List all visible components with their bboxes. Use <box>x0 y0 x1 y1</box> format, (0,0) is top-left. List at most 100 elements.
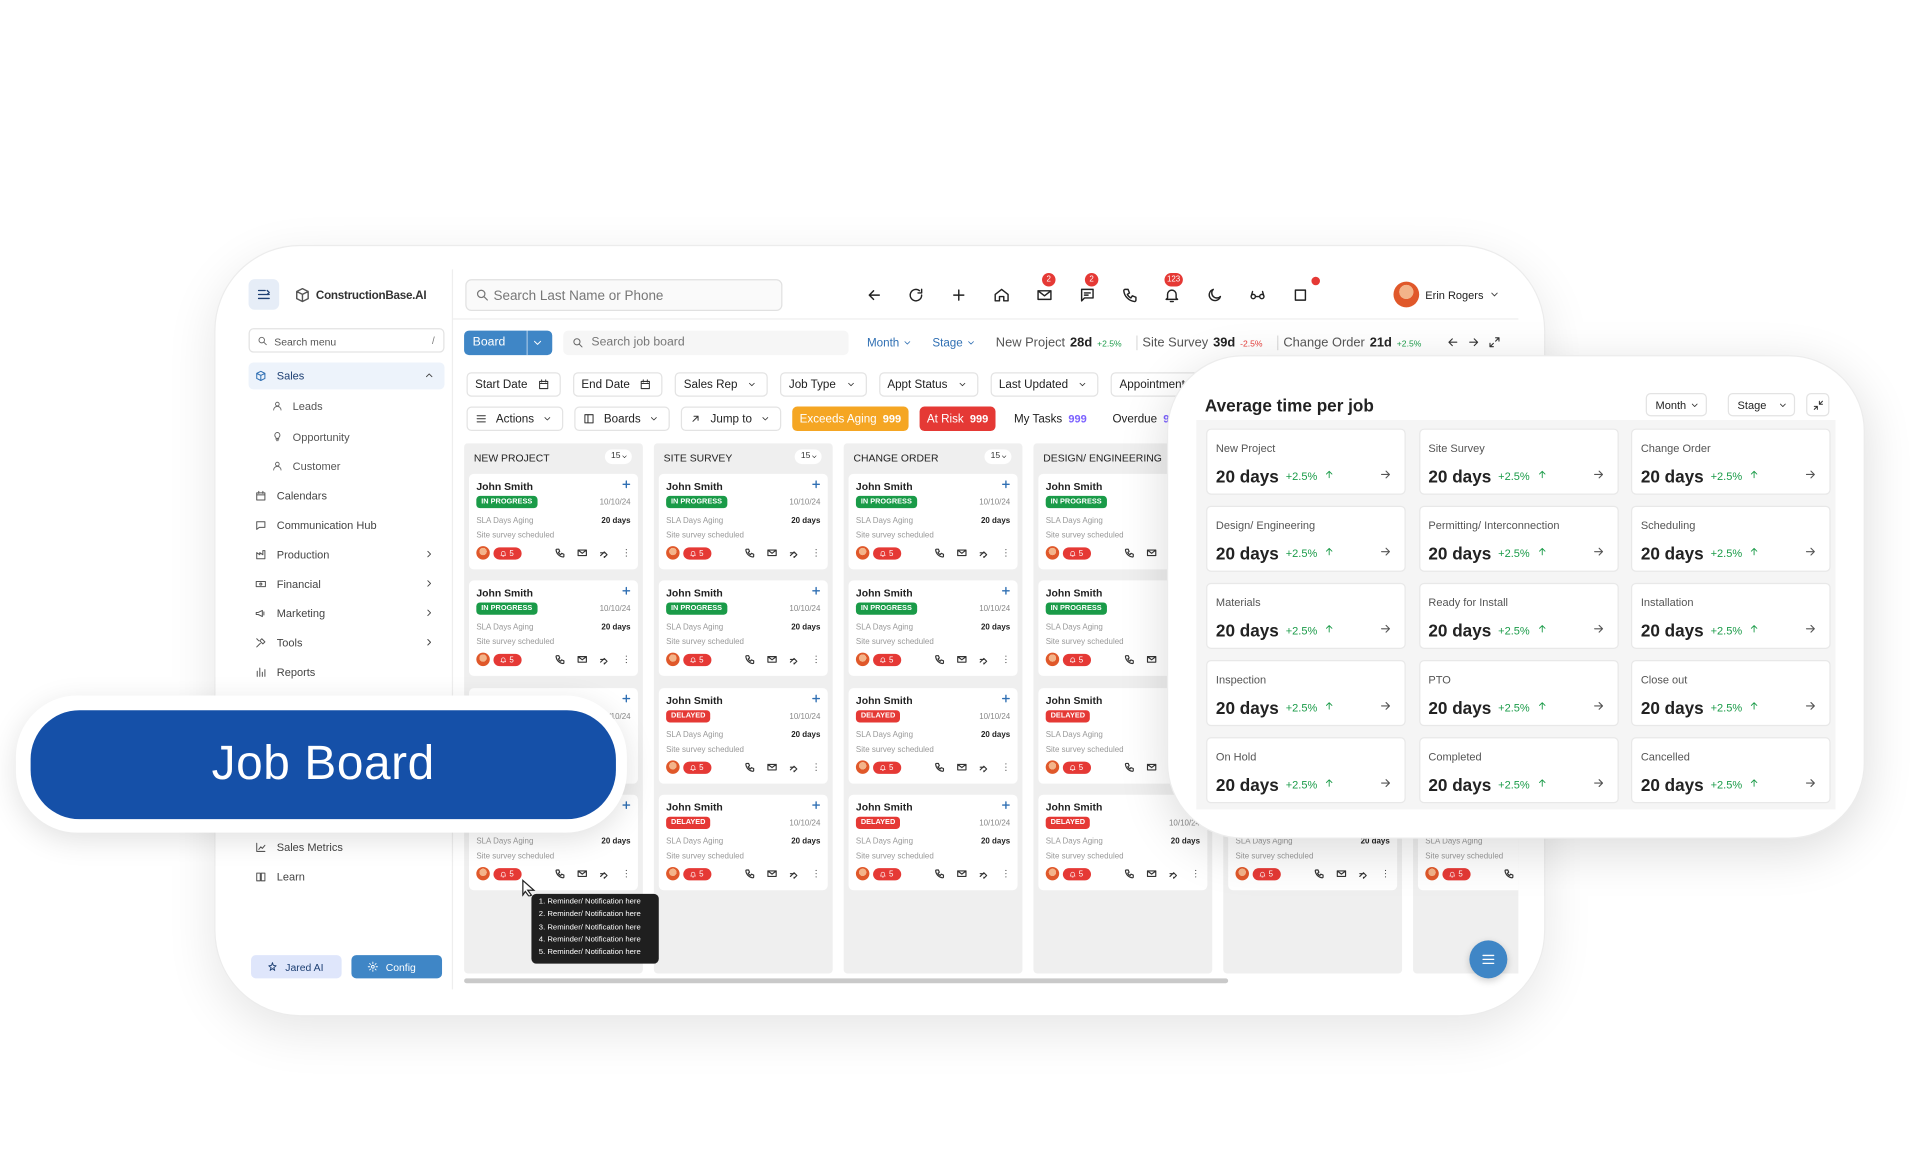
filter-button[interactable]: Job Type <box>780 372 867 397</box>
metric-tile[interactable]: PTO 20 days +2.5% <box>1418 660 1619 727</box>
metric-tile[interactable]: Inspection 20 days +2.5% <box>1206 660 1406 727</box>
sidebar-button[interactable]: Config <box>351 955 443 979</box>
status-dot <box>1311 276 1321 286</box>
submenu-item[interactable]: Leads <box>267 396 438 418</box>
filter-chip[interactable]: My Tasks 999 <box>1006 406 1095 432</box>
menu-toggle[interactable] <box>248 279 280 310</box>
header-button[interactable]: 2 <box>1032 273 1056 307</box>
filter-button[interactable]: Sales Rep <box>675 372 769 397</box>
column-count[interactable]: 15 <box>794 449 822 465</box>
filter-chip[interactable]: Exceeds Aging 999 <box>792 406 909 432</box>
header-button[interactable]: 2 <box>1075 273 1099 307</box>
fab-button[interactable] <box>1469 940 1508 979</box>
sidebar-search[interactable]: Search menu / <box>248 328 445 353</box>
job-card[interactable]: John Smith IN PROGRESS 10/10/24 SLA Days Ag… <box>848 473 1018 570</box>
metric-tile[interactable]: Scheduling 20 days +2.5% <box>1631 505 1831 572</box>
collapse-button[interactable] <box>1806 393 1830 417</box>
metric-tile[interactable]: Materials 20 days +2.5% <box>1206 582 1406 649</box>
alert-pill[interactable]: 5 <box>873 547 902 560</box>
job-card[interactable]: John Smith DELAYED 10/10/24 SLA Days Aging 2… <box>848 794 1018 891</box>
user-menu[interactable]: Erin Rogers <box>1393 281 1506 309</box>
header-button[interactable] <box>1245 283 1269 307</box>
metrics-filter[interactable]: Month <box>1645 393 1707 417</box>
metric-tile[interactable]: Site Survey 20 days +2.5% <box>1418 428 1619 495</box>
filter-button[interactable]: Start Date <box>466 372 561 397</box>
job-card[interactable]: John Smith IN PROGRESS 10/10/24 SLA Days Ag… <box>848 580 1018 676</box>
metric-value: 20 days <box>1640 775 1704 795</box>
header-button[interactable] <box>1118 283 1142 307</box>
job-card[interactable]: John Smith DELAYED 10/10/24 SLA Days Aging 2… <box>848 688 1018 784</box>
metric-tile[interactable]: Permitting/ Interconnection 20 days +2.5% <box>1418 505 1619 572</box>
header-button[interactable] <box>947 283 971 307</box>
menu-item[interactable]: Learn <box>249 863 445 890</box>
job-card[interactable]: John Smith IN PROGRESS 10/10/24 SLA Days Ag… <box>658 580 828 676</box>
menu-item[interactable]: Sales Metrics <box>249 834 445 861</box>
global-search[interactable]: Search Last Name or Phone <box>465 279 783 312</box>
menu-item[interactable]: Communication Hub <box>249 512 445 539</box>
board-search[interactable]: Search job board <box>563 330 849 356</box>
metric-tile[interactable]: Installation 20 days +2.5% <box>1631 582 1831 649</box>
filter-button[interactable]: End Date <box>572 372 663 397</box>
alert-pill[interactable]: 5 <box>1062 761 1092 774</box>
header-button[interactable] <box>862 283 886 307</box>
metric-tile[interactable]: Close out 20 days +2.5% <box>1631 660 1831 727</box>
header-button[interactable]: 123 <box>1160 273 1184 307</box>
column-count[interactable]: 15 <box>984 449 1012 465</box>
menu-item[interactable]: Calendars <box>249 482 445 509</box>
stage-stat: New Project 28d +2.5% <box>991 336 1127 351</box>
header-button[interactable] <box>989 283 1013 307</box>
job-card[interactable]: John Smith DELAYED 10/10/24 SLA Days Aging 2… <box>658 688 828 784</box>
job-card[interactable]: John Smith DELAYED 10/10/24 SLA Days Aging 2… <box>658 794 828 891</box>
menu-item[interactable]: Marketing <box>249 600 445 627</box>
alert-pill[interactable]: 5 <box>493 653 522 667</box>
menu-item[interactable]: Reports <box>249 659 445 686</box>
metric-tile[interactable]: Cancelled 20 days +2.5% <box>1631 737 1831 804</box>
metric-tile[interactable]: Ready for Install 20 days +2.5% <box>1418 582 1619 649</box>
submenu-item[interactable]: Customer <box>267 456 438 478</box>
metrics-filter[interactable]: Stage <box>1727 393 1796 417</box>
job-card[interactable]: John Smith IN PROGRESS 10/10/24 SLA Days Ag… <box>658 473 828 570</box>
alert-pill[interactable]: 5 <box>493 868 522 881</box>
sidebar-button[interactable]: Jared AI <box>251 955 342 979</box>
alert-pill[interactable]: 5 <box>683 761 712 774</box>
alert-pill[interactable]: 5 <box>873 653 902 667</box>
job-card[interactable]: John Smith IN PROGRESS 10/10/24 SLA Days Ag… <box>468 580 638 676</box>
alert-pill[interactable]: 5 <box>1442 868 1471 881</box>
alert-pill[interactable]: 5 <box>1062 653 1092 667</box>
metric-tile[interactable]: Completed 20 days +2.5% <box>1418 737 1619 804</box>
metric-tile[interactable]: Design/ Engineering 20 days +2.5% <box>1206 505 1406 572</box>
alert-pill[interactable]: 5 <box>683 653 712 667</box>
alert-pill[interactable]: 5 <box>1252 868 1281 881</box>
dropdown[interactable]: Month <box>862 331 918 355</box>
menu-item[interactable]: Financial <box>249 571 445 598</box>
job-card[interactable]: John Smith IN PROGRESS 10/10/24 SLA Days Ag… <box>468 473 638 570</box>
filter-chip[interactable]: At Risk 999 <box>919 406 996 432</box>
header-button[interactable] <box>1288 283 1312 307</box>
action-button[interactable]: Boards <box>574 406 671 432</box>
metric-tile[interactable]: New Project 20 days +2.5% <box>1206 428 1406 495</box>
alert-pill[interactable]: 5 <box>493 547 522 560</box>
column-count[interactable]: 15 <box>604 449 632 465</box>
alert-pill[interactable]: 5 <box>873 761 902 774</box>
job-card[interactable]: John Smith DELAYED 10/10/24 SLA Days Aging 2… <box>1038 794 1208 891</box>
menu-item[interactable]: Sales <box>248 362 445 390</box>
action-button[interactable]: Actions <box>466 406 564 432</box>
alert-pill[interactable]: 5 <box>1062 868 1092 881</box>
alert-pill[interactable]: 5 <box>683 547 712 560</box>
menu-item[interactable]: Production <box>249 541 445 568</box>
action-button[interactable]: Jump to <box>681 406 782 432</box>
alert-pill[interactable]: 5 <box>873 868 902 881</box>
view-select[interactable]: Board <box>464 330 553 356</box>
header-button[interactable] <box>904 283 928 307</box>
filter-button[interactable]: Last Updated <box>990 372 1099 397</box>
menu-item[interactable]: Tools <box>249 629 445 656</box>
alert-pill[interactable]: 5 <box>683 868 712 881</box>
header-button[interactable] <box>1202 283 1226 307</box>
submenu-item[interactable]: Opportunity <box>267 426 438 448</box>
filter-button[interactable]: Appt Status <box>878 372 979 397</box>
icon-plus <box>622 694 631 703</box>
alert-pill[interactable]: 5 <box>1062 547 1092 560</box>
metric-tile[interactable]: On Hold 20 days +2.5% <box>1206 737 1406 804</box>
metric-tile[interactable]: Change Order 20 days +2.5% <box>1631 428 1831 495</box>
dropdown[interactable]: Stage <box>927 331 981 355</box>
